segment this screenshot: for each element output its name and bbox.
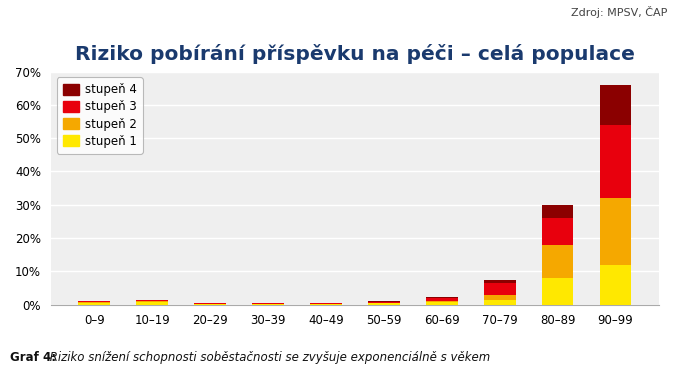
Bar: [599, 125, 632, 198]
Legend: stupeň 4, stupeň 3, stupeň 2, stupeň 1: stupeň 4, stupeň 3, stupeň 2, stupeň 1: [57, 77, 143, 154]
Bar: [78, 302, 111, 303]
Text: Riziko snížení schopnosti soběstačnosti se zvyšuje exponenciálně s věkem: Riziko snížení schopnosti soběstačnosti …: [46, 351, 490, 364]
Bar: [484, 300, 516, 304]
Bar: [599, 265, 632, 304]
Bar: [368, 302, 400, 303]
Bar: [136, 302, 168, 304]
Bar: [426, 297, 458, 298]
Text: Graf 4:: Graf 4:: [10, 351, 56, 364]
Bar: [136, 300, 168, 301]
Bar: [368, 303, 400, 304]
Bar: [426, 301, 458, 302]
Bar: [426, 298, 458, 301]
Bar: [368, 301, 400, 302]
Bar: [484, 280, 516, 283]
Bar: [599, 85, 632, 125]
Bar: [78, 301, 111, 302]
Bar: [542, 205, 574, 218]
Bar: [136, 301, 168, 302]
Bar: [599, 198, 632, 265]
Bar: [542, 245, 574, 278]
Bar: [542, 218, 574, 245]
Bar: [484, 283, 516, 294]
Title: Riziko pobírání příspěvku na péči – celá populace: Riziko pobírání příspěvku na péči – celá…: [75, 45, 635, 64]
Bar: [542, 278, 574, 304]
Text: Zdroj: MPSV, ČAP: Zdroj: MPSV, ČAP: [571, 6, 667, 18]
Bar: [78, 303, 111, 304]
Bar: [484, 294, 516, 300]
Bar: [426, 302, 458, 304]
